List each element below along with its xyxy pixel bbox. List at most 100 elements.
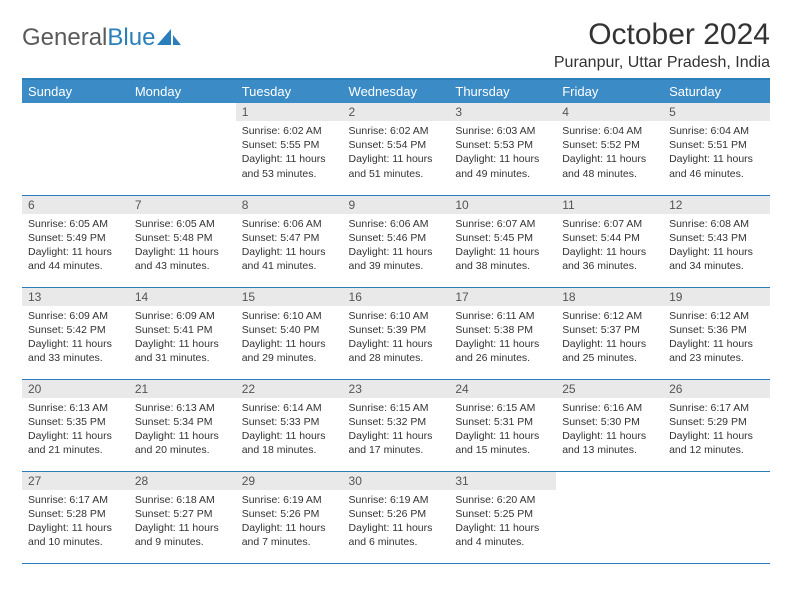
calendar-row: 6Sunrise: 6:05 AMSunset: 5:49 PMDaylight… bbox=[22, 195, 770, 287]
daylight-line: Daylight: 11 hours and 53 minutes. bbox=[242, 152, 337, 180]
calendar-row: 13Sunrise: 6:09 AMSunset: 5:42 PMDayligh… bbox=[22, 287, 770, 379]
day-body: Sunrise: 6:03 AMSunset: 5:53 PMDaylight:… bbox=[449, 121, 556, 185]
day-body: Sunrise: 6:04 AMSunset: 5:51 PMDaylight:… bbox=[663, 121, 770, 185]
sunset-line: Sunset: 5:38 PM bbox=[455, 323, 550, 337]
calendar-cell: 25Sunrise: 6:16 AMSunset: 5:30 PMDayligh… bbox=[556, 379, 663, 471]
day-number: 21 bbox=[129, 380, 236, 398]
calendar-cell: 17Sunrise: 6:11 AMSunset: 5:38 PMDayligh… bbox=[449, 287, 556, 379]
sunrise-line: Sunrise: 6:09 AM bbox=[28, 309, 123, 323]
sunrise-line: Sunrise: 6:07 AM bbox=[455, 217, 550, 231]
day-number: 20 bbox=[22, 380, 129, 398]
day-number: 26 bbox=[663, 380, 770, 398]
sunset-line: Sunset: 5:25 PM bbox=[455, 507, 550, 521]
daylight-line: Daylight: 11 hours and 13 minutes. bbox=[562, 429, 657, 457]
daylight-line: Daylight: 11 hours and 4 minutes. bbox=[455, 521, 550, 549]
daylight-line: Daylight: 11 hours and 36 minutes. bbox=[562, 245, 657, 273]
sunset-line: Sunset: 5:45 PM bbox=[455, 231, 550, 245]
sunset-line: Sunset: 5:31 PM bbox=[455, 415, 550, 429]
sunrise-line: Sunrise: 6:03 AM bbox=[455, 124, 550, 138]
sunset-line: Sunset: 5:41 PM bbox=[135, 323, 230, 337]
sunrise-line: Sunrise: 6:08 AM bbox=[669, 217, 764, 231]
day-body: Sunrise: 6:12 AMSunset: 5:36 PMDaylight:… bbox=[663, 306, 770, 370]
day-number: 15 bbox=[236, 288, 343, 306]
daylight-line: Daylight: 11 hours and 44 minutes. bbox=[28, 245, 123, 273]
daylight-line: Daylight: 11 hours and 20 minutes. bbox=[135, 429, 230, 457]
sunrise-line: Sunrise: 6:13 AM bbox=[135, 401, 230, 415]
sunrise-line: Sunrise: 6:11 AM bbox=[455, 309, 550, 323]
calendar-cell: 9Sunrise: 6:06 AMSunset: 5:46 PMDaylight… bbox=[343, 195, 450, 287]
day-body: Sunrise: 6:06 AMSunset: 5:46 PMDaylight:… bbox=[343, 214, 450, 278]
daylight-line: Daylight: 11 hours and 29 minutes. bbox=[242, 337, 337, 365]
daylight-line: Daylight: 11 hours and 10 minutes. bbox=[28, 521, 123, 549]
daylight-line: Daylight: 11 hours and 9 minutes. bbox=[135, 521, 230, 549]
calendar-cell-empty bbox=[663, 471, 770, 563]
calendar-cell: 10Sunrise: 6:07 AMSunset: 5:45 PMDayligh… bbox=[449, 195, 556, 287]
sunset-line: Sunset: 5:49 PM bbox=[28, 231, 123, 245]
daylight-line: Daylight: 11 hours and 39 minutes. bbox=[349, 245, 444, 273]
day-body: Sunrise: 6:10 AMSunset: 5:40 PMDaylight:… bbox=[236, 306, 343, 370]
header: GeneralBlue October 2024 Puranpur, Uttar… bbox=[22, 18, 770, 72]
sunset-line: Sunset: 5:48 PM bbox=[135, 231, 230, 245]
calendar-cell: 31Sunrise: 6:20 AMSunset: 5:25 PMDayligh… bbox=[449, 471, 556, 563]
calendar-cell: 15Sunrise: 6:10 AMSunset: 5:40 PMDayligh… bbox=[236, 287, 343, 379]
daylight-line: Daylight: 11 hours and 33 minutes. bbox=[28, 337, 123, 365]
sunset-line: Sunset: 5:34 PM bbox=[135, 415, 230, 429]
sunrise-line: Sunrise: 6:07 AM bbox=[562, 217, 657, 231]
sunset-line: Sunset: 5:29 PM bbox=[669, 415, 764, 429]
calendar-cell: 20Sunrise: 6:13 AMSunset: 5:35 PMDayligh… bbox=[22, 379, 129, 471]
brand-logo: GeneralBlue bbox=[22, 18, 183, 52]
calendar-cell: 6Sunrise: 6:05 AMSunset: 5:49 PMDaylight… bbox=[22, 195, 129, 287]
calendar-cell: 13 Sunrise: 6:09 AMSunset: 5:42 PMDayligh… bbox=[22, 287, 129, 379]
day-body: Sunrise: 6:11 AMSunset: 5:38 PMDaylight:… bbox=[449, 306, 556, 370]
sunrise-line: Sunrise: 6:04 AM bbox=[562, 124, 657, 138]
day-number: 8 bbox=[236, 196, 343, 214]
day-body: Sunrise: 6:19 AMSunset: 5:26 PMDaylight:… bbox=[236, 490, 343, 554]
daylight-line: Daylight: 11 hours and 25 minutes. bbox=[562, 337, 657, 365]
sunrise-line: Sunrise: 6:14 AM bbox=[242, 401, 337, 415]
calendar-cell: 12Sunrise: 6:08 AMSunset: 5:43 PMDayligh… bbox=[663, 195, 770, 287]
calendar-cell: 7Sunrise: 6:05 AMSunset: 5:48 PMDaylight… bbox=[129, 195, 236, 287]
day-number: 18 bbox=[556, 288, 663, 306]
calendar-cell: 16Sunrise: 6:10 AMSunset: 5:39 PMDayligh… bbox=[343, 287, 450, 379]
daylight-line: Daylight: 11 hours and 46 minutes. bbox=[669, 152, 764, 180]
sunset-line: Sunset: 5:42 PM bbox=[28, 323, 123, 337]
dow-header: Tuesday bbox=[236, 80, 343, 103]
day-body: Sunrise: 6:12 AMSunset: 5:37 PMDaylight:… bbox=[556, 306, 663, 370]
day-number: 12 bbox=[663, 196, 770, 214]
location-label: Puranpur, Uttar Pradesh, India bbox=[554, 54, 770, 72]
day-body: Sunrise: 6:07 AMSunset: 5:45 PMDaylight:… bbox=[449, 214, 556, 278]
day-number: 2 bbox=[343, 103, 450, 121]
sunset-line: Sunset: 5:39 PM bbox=[349, 323, 444, 337]
sunrise-line: Sunrise: 6:06 AM bbox=[349, 217, 444, 231]
day-body: Sunrise: 6:17 AMSunset: 5:29 PMDaylight:… bbox=[663, 398, 770, 462]
day-body: Sunrise: 6:16 AMSunset: 5:30 PMDaylight:… bbox=[556, 398, 663, 462]
day-body: Sunrise: 6:02 AMSunset: 5:54 PMDaylight:… bbox=[343, 121, 450, 185]
day-number: 17 bbox=[449, 288, 556, 306]
sunrise-line: Sunrise: 6:02 AM bbox=[349, 124, 444, 138]
calendar-cell-empty bbox=[129, 103, 236, 195]
sunset-line: Sunset: 5:46 PM bbox=[349, 231, 444, 245]
calendar-cell: 21 Sunrise: 6:13 AMSunset: 5:34 PMDayligh… bbox=[129, 379, 236, 471]
daylight-line: Daylight: 11 hours and 23 minutes. bbox=[669, 337, 764, 365]
calendar-cell: 8Sunrise: 6:06 AMSunset: 5:47 PMDaylight… bbox=[236, 195, 343, 287]
sunrise-line: Sunrise: 6:04 AM bbox=[669, 124, 764, 138]
sunset-line: Sunset: 5:35 PM bbox=[28, 415, 123, 429]
calendar-cell: 23Sunrise: 6:15 AMSunset: 5:32 PMDayligh… bbox=[343, 379, 450, 471]
sunset-line: Sunset: 5:51 PM bbox=[669, 138, 764, 152]
sunset-line: Sunset: 5:32 PM bbox=[349, 415, 444, 429]
day-number: 3 bbox=[449, 103, 556, 121]
calendar-body: 1Sunrise: 6:02 AMSunset: 5:55 PMDaylight… bbox=[22, 103, 770, 563]
sunrise-line: Sunrise: 6:05 AM bbox=[28, 217, 123, 231]
sunset-line: Sunset: 5:26 PM bbox=[349, 507, 444, 521]
dow-header: Monday bbox=[129, 80, 236, 103]
dow-header: Saturday bbox=[663, 80, 770, 103]
sunrise-line: Sunrise: 6:13 AM bbox=[28, 401, 123, 415]
day-number: 4 bbox=[556, 103, 663, 121]
sunrise-line: Sunrise: 6:02 AM bbox=[242, 124, 337, 138]
dow-header: Sunday bbox=[22, 80, 129, 103]
day-number: 14 bbox=[129, 288, 236, 306]
sunrise-line: Sunrise: 6:15 AM bbox=[349, 401, 444, 415]
daylight-line: Daylight: 11 hours and 28 minutes. bbox=[349, 337, 444, 365]
sunset-line: Sunset: 5:47 PM bbox=[242, 231, 337, 245]
day-number: 13 bbox=[22, 288, 129, 306]
